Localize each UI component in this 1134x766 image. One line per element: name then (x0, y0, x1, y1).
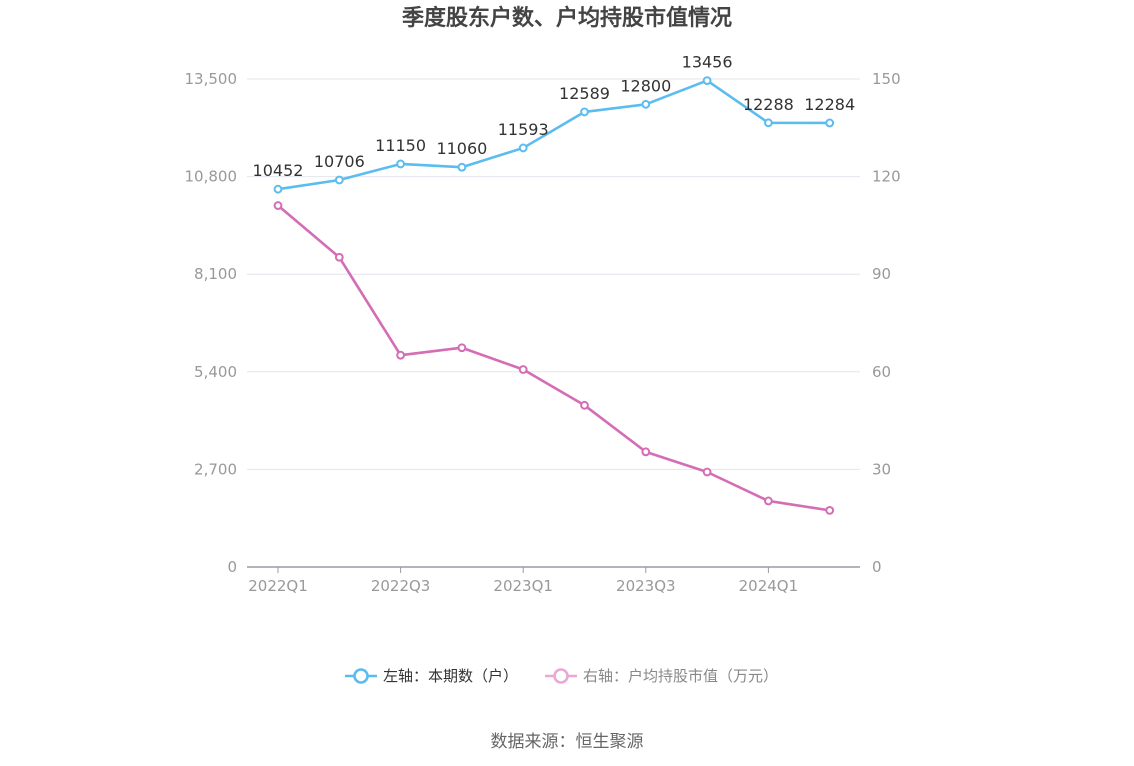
data-point[interactable] (764, 118, 773, 128)
data-point[interactable] (702, 76, 712, 85)
data-point[interactable] (764, 496, 773, 506)
data-point[interactable] (518, 143, 528, 153)
data-point[interactable] (396, 350, 406, 360)
x-tick-label: 2022Q3 (371, 577, 431, 595)
series-layer (273, 76, 835, 515)
x-axis-ticks: 2022Q1 2022Q3 2023Q1 2023Q3 2024Q1 (248, 567, 798, 595)
data-point[interactable] (273, 184, 283, 194)
data-point[interactable] (580, 400, 589, 410)
legend-label: 左轴：本期数（户） (383, 667, 518, 685)
left-tick-label: 0 (227, 558, 237, 576)
legend-marker (553, 668, 569, 684)
data-point[interactable] (334, 252, 344, 262)
right-tick-label: 120 (872, 168, 901, 186)
data-label: 11150 (375, 136, 426, 155)
data-point[interactable] (641, 447, 651, 457)
grid-lines (247, 78, 860, 470)
right-tick-label: 90 (872, 265, 891, 283)
data-label: 10452 (253, 161, 304, 180)
data-label: 12288 (743, 95, 794, 114)
x-tick-label: 2024Q1 (739, 577, 799, 595)
source-note: 数据来源：恒生聚源 (491, 732, 644, 752)
x-tick-label: 2023Q3 (616, 577, 676, 595)
data-point[interactable] (273, 201, 283, 210)
data-point[interactable] (825, 505, 835, 515)
legend-marker (353, 668, 369, 684)
left-tick-label: 13,500 (185, 70, 238, 88)
data-point[interactable] (457, 162, 467, 172)
x-tick-label: 2022Q1 (248, 577, 308, 595)
data-point[interactable] (825, 118, 835, 128)
legend-label: 右轴：户均持股市值（万元） (583, 667, 778, 685)
legend: 左轴：本期数（户） 右轴：户均持股市值（万元） (345, 667, 778, 685)
right-axis-ticks: 0 30 60 90 120 150 (872, 70, 901, 576)
chart-title: 季度股东户数、户均持股市值情况 (402, 5, 732, 31)
series-line-1 (277, 204, 830, 512)
data-point[interactable] (396, 159, 406, 169)
data-point[interactable] (702, 467, 712, 477)
data-point[interactable] (580, 107, 589, 117)
data-point[interactable] (334, 175, 344, 185)
left-tick-label: 10,800 (185, 168, 238, 186)
data-label: 11060 (436, 139, 487, 158)
left-tick-label: 8,100 (194, 265, 237, 283)
right-tick-label: 0 (872, 558, 882, 576)
left-axis-ticks: 0 2,700 5,400 8,100 10,800 13,500 (185, 70, 238, 576)
data-label: 12800 (620, 76, 671, 95)
left-tick-label: 5,400 (194, 363, 237, 381)
data-point[interactable] (457, 343, 467, 353)
data-point[interactable] (641, 99, 651, 109)
x-tick-label: 2023Q1 (493, 577, 553, 595)
right-tick-label: 150 (872, 70, 901, 88)
data-labels: 10452 10706 11150 11060 11593 12589 12800 13456… (253, 53, 856, 181)
data-label: 11593 (498, 120, 549, 139)
left-tick-label: 2,700 (194, 460, 237, 478)
right-tick-label: 30 (872, 460, 891, 478)
right-tick-label: 60 (872, 363, 891, 381)
legend-item-1[interactable]: 右轴：户均持股市值（万元） (545, 667, 778, 685)
data-point[interactable] (518, 365, 528, 374)
data-label: 10706 (314, 152, 365, 171)
data-label: 12589 (559, 84, 610, 103)
data-label: 13456 (682, 53, 733, 72)
data-label: 12284 (804, 95, 855, 114)
legend-item-0[interactable]: 左轴：本期数（户） (345, 667, 518, 685)
series-line-0 (277, 79, 830, 191)
